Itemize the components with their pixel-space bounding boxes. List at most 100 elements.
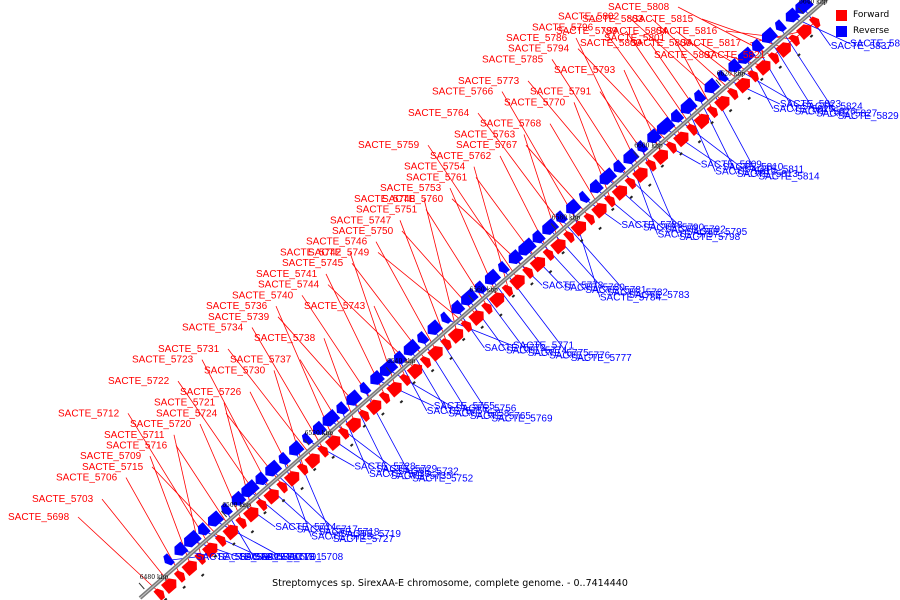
gene-label[interactable]: SACTE_5711 xyxy=(104,430,165,441)
gene-label[interactable]: SACTE_5827 xyxy=(816,109,878,120)
gene-label[interactable]: SACTE_5721 xyxy=(154,398,216,409)
gene-reverse-sacte-5790[interactable] xyxy=(586,179,604,197)
gene-reverse-sacte-5795[interactable] xyxy=(610,159,627,175)
gene-label[interactable]: SACTE_5703 xyxy=(32,494,94,505)
gene-reverse-sacte-5829[interactable] xyxy=(772,19,787,34)
gene-label[interactable]: SACTE_5735 xyxy=(391,471,453,482)
gene-label[interactable]: SACTE_5756 xyxy=(455,404,517,415)
gene-reverse-sacte-5756[interactable] xyxy=(376,358,399,380)
gene-label[interactable]: SACTE_5727 xyxy=(333,534,395,545)
gene-forward-sacte-5761[interactable] xyxy=(529,253,549,273)
gene-forward-sacte-5748[interactable] xyxy=(447,325,467,344)
gene-label[interactable]: SACTE_5715 xyxy=(82,462,144,473)
gene-label[interactable]: SACTE_5814 xyxy=(758,172,820,183)
gene-label[interactable]: SACTE_5755 xyxy=(434,401,496,412)
gene-reverse-sacte-5798[interactable] xyxy=(634,140,649,155)
gene-label[interactable]: SACTE_5738 xyxy=(254,333,316,344)
gene-forward-sacte-5749[interactable] xyxy=(460,318,475,333)
gene-label[interactable]: SACTE_5784 xyxy=(600,292,662,303)
gene-reverse-sacte-5700[interactable] xyxy=(180,529,202,551)
gene-label[interactable]: SACTE_5716 xyxy=(106,440,168,451)
gene-reverse-sacte-5696[interactable] xyxy=(161,553,175,567)
gene-forward-sacte-5816[interactable] xyxy=(788,32,802,47)
gene-label[interactable]: SACTE_5790 xyxy=(643,222,705,233)
gene-label[interactable]: SACTE_5792 xyxy=(665,225,727,236)
gene-reverse-sacte-5780[interactable] xyxy=(515,237,537,259)
gene-label[interactable]: SACTE_5725 xyxy=(311,532,373,543)
gene-reverse-sacte-5752[interactable] xyxy=(357,381,372,397)
gene-forward-sacte-5763[interactable] xyxy=(550,236,569,255)
gene-reverse-sacte-5782[interactable] xyxy=(538,217,560,238)
gene-label[interactable]: SACTE_5778 xyxy=(542,280,604,291)
gene-reverse-sacte-5824[interactable] xyxy=(725,58,743,76)
gene-label[interactable]: SACTE_5762 xyxy=(430,151,492,162)
gene-reverse-sacte-5797[interactable] xyxy=(620,147,640,168)
gene-forward-sacte-5736[interactable] xyxy=(324,432,344,452)
gene-label[interactable]: SACTE_5746 xyxy=(306,237,368,248)
gene-label[interactable]: SACTE_5752 xyxy=(412,474,474,485)
gene-label[interactable]: SACTE_5813 xyxy=(737,169,799,180)
gene-reverse-sacte-5765[interactable] xyxy=(414,330,430,347)
gene-label[interactable]: SACTE_5754 xyxy=(404,162,466,173)
gene-label[interactable]: SACTE_5731 xyxy=(158,344,220,355)
gene-forward-sacte-5720[interactable] xyxy=(235,515,249,530)
gene-label[interactable]: SACTE_5730 xyxy=(204,365,266,376)
gene-forward-sacte-5744[interactable] xyxy=(406,361,426,380)
gene-label[interactable]: SACTE_5769 xyxy=(491,413,553,424)
gene-label[interactable]: SACTE_5821 xyxy=(704,50,766,61)
gene-label[interactable]: SACTE_5761 xyxy=(406,172,468,183)
gene-label[interactable]: SACTE_5750 xyxy=(332,226,394,237)
gene-forward-sacte-5716[interactable] xyxy=(222,521,242,541)
gene-label[interactable]: SACTE_5771 xyxy=(513,341,575,352)
gene-forward-sacte-5808[interactable] xyxy=(767,50,782,65)
gene-label[interactable]: SACTE_5706 xyxy=(56,473,118,484)
gene-reverse-sacte-5717[interactable] xyxy=(238,479,260,501)
gene-label[interactable]: SACTE_5734 xyxy=(182,323,244,334)
gene-forward-sacte-5726[interactable] xyxy=(283,468,303,487)
gene-label[interactable]: SACTE_5723 xyxy=(132,355,194,366)
gene-forward-sacte-5802[interactable] xyxy=(714,93,733,112)
gene-reverse-sacte-5758[interactable] xyxy=(400,338,421,359)
gene-label[interactable]: SACTE_5810 xyxy=(722,162,784,173)
gene-forward-sacte-5786[interactable] xyxy=(632,164,651,183)
gene-reverse-sacte-5826[interactable] xyxy=(749,38,765,55)
gene-reverse-sacte-5775[interactable] xyxy=(472,280,488,296)
gene-label[interactable]: SACTE_5777 xyxy=(571,353,633,364)
gene-forward-sacte-5794[interactable] xyxy=(665,140,680,154)
gene-label[interactable]: SACTE_5791 xyxy=(530,87,592,98)
gene-forward-sacte-5742[interactable] xyxy=(386,379,405,398)
gene-label[interactable]: SACTE_5816 xyxy=(656,26,718,37)
gene-label[interactable]: SACTE_5801 xyxy=(604,33,666,44)
gene-label[interactable]: SACTE_5696 xyxy=(196,552,258,563)
gene-label[interactable]: SACTE_5741 xyxy=(256,269,318,280)
gene-forward-sacte-5773[interactable] xyxy=(611,182,631,201)
gene-reverse-sacte-5834[interactable] xyxy=(782,7,801,25)
gene-reverse-sacte-5810[interactable] xyxy=(653,116,676,139)
gene-forward-sacte-5770[interactable] xyxy=(604,193,618,208)
gene-label[interactable]: SACTE_5742 xyxy=(280,248,342,259)
gene-label[interactable]: SACTE_5780 xyxy=(564,283,626,294)
gene-label[interactable]: SACTE_5781 xyxy=(585,285,647,296)
gene-label[interactable]: SACTE_5772 xyxy=(485,343,547,354)
gene-label[interactable]: SACTE_5745 xyxy=(282,258,344,269)
gene-forward-sacte-5799[interactable] xyxy=(686,122,700,136)
gene-label[interactable]: SACTE_5724 xyxy=(156,408,218,419)
gene-forward-sacte-5768[interactable] xyxy=(591,200,610,219)
gene-forward-sacte-5740[interactable] xyxy=(365,396,385,416)
gene-label[interactable]: SACTE_5748 xyxy=(354,194,416,205)
gene-label[interactable]: SACTE_5834 xyxy=(850,39,900,50)
gene-forward-sacte-5746[interactable] xyxy=(427,343,446,362)
gene-forward-sacte-5722[interactable] xyxy=(255,497,270,512)
gene-label[interactable]: SACTE_5776 xyxy=(549,350,611,361)
gene-label[interactable]: SACTE_5729 xyxy=(376,464,438,475)
gene-label[interactable]: SACTE_5796 xyxy=(532,22,594,33)
gene-label[interactable]: SACTE_5714 xyxy=(275,522,337,533)
gene-label[interactable]: SACTE_5736 xyxy=(206,301,268,312)
gene-forward-sacte-5739[interactable] xyxy=(358,408,372,422)
gene-label[interactable]: SACTE_5739 xyxy=(208,312,270,323)
gene-label[interactable]: SACTE_5826 xyxy=(795,106,857,117)
gene-label[interactable]: SACTE_5712 xyxy=(58,408,120,419)
gene-forward-sacte-5760[interactable] xyxy=(522,265,536,279)
gene-label[interactable]: SACTE_5751 xyxy=(356,205,418,216)
gene-forward-sacte-5747[interactable] xyxy=(440,336,454,351)
